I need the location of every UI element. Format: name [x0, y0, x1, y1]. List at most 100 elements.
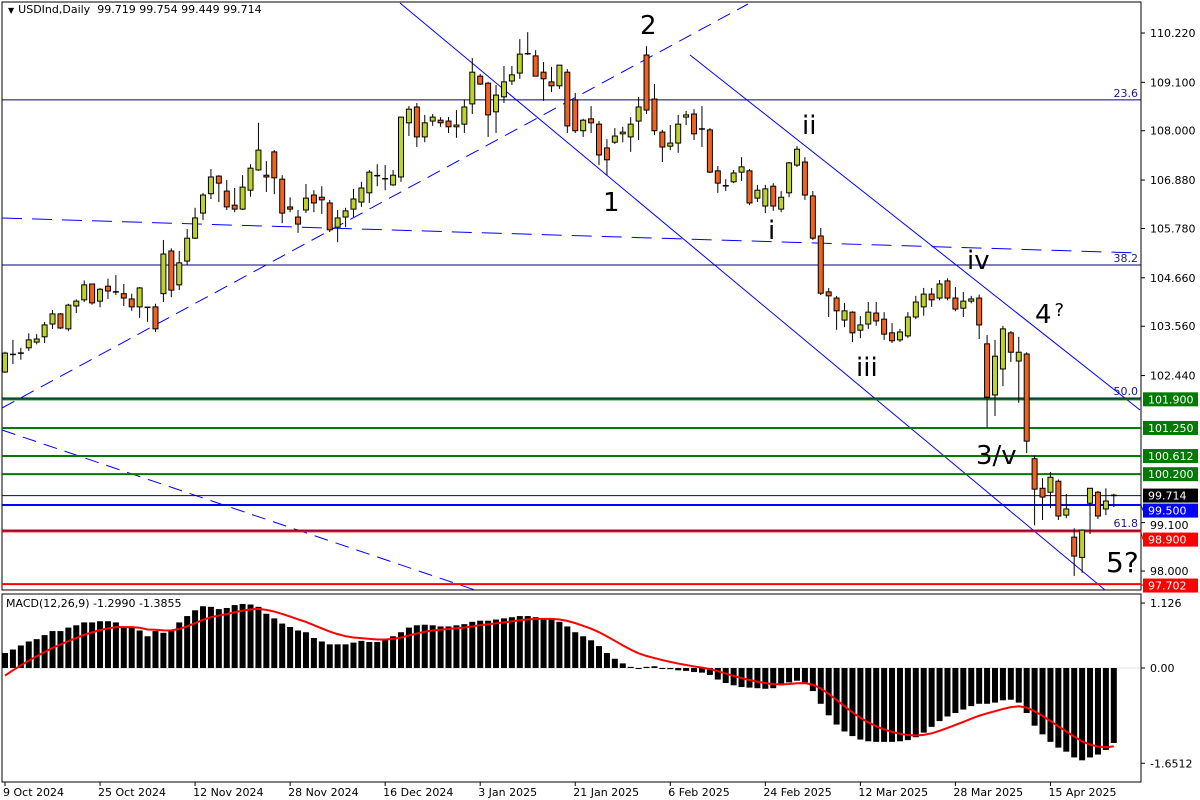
macd-bar [1023, 668, 1030, 714]
date-tick-label: 28 Mar 2025 [953, 786, 1023, 799]
macd-bar [176, 622, 183, 668]
candle-up [1015, 351, 1022, 362]
macd-bar [675, 668, 682, 671]
candle-up [635, 106, 642, 122]
macd-bar [1063, 668, 1070, 752]
candle-up [627, 123, 634, 138]
price-tag-bg-97.702 [1143, 578, 1198, 593]
macd-bar [596, 646, 602, 668]
ohlc-readout: 99.719 99.754 99.449 99.714 [97, 3, 262, 16]
candle-up [841, 310, 848, 321]
candle-up [904, 316, 911, 337]
macd-bar [104, 621, 111, 668]
descending-dashed-trendline[interactable] [1, 429, 476, 591]
candle-up [184, 237, 191, 262]
candle-down [1007, 332, 1014, 353]
price-axis: 110.220 109.100 108.000 106.880 105.780 104.6… [1141, 27, 1196, 770]
neckline-dashed-trendline[interactable] [1, 217, 1141, 254]
candle-down [263, 174, 270, 178]
macd-bar [865, 668, 872, 742]
macd-bar [358, 640, 365, 668]
candle-down [809, 195, 816, 239]
candle-up [500, 81, 507, 98]
ascending-dashed-trendline[interactable] [1, 3, 749, 409]
macd-bar [17, 645, 24, 668]
macd-bar [33, 639, 40, 668]
candle-up [968, 298, 975, 302]
macd-bar [271, 618, 278, 668]
wave-4-number: 4 [1035, 300, 1052, 330]
macd-bar [572, 632, 579, 668]
wave-label-4: 4? [1035, 300, 1065, 330]
wave-4-question: ? [1054, 300, 1065, 321]
macd-bar [89, 622, 96, 668]
macd-bar [611, 658, 618, 668]
macd-bar [144, 636, 151, 668]
macd-bar [493, 619, 500, 668]
candle-up [896, 331, 903, 341]
candle-up [936, 283, 943, 299]
macd-bar [500, 618, 507, 668]
price-tick-label: 104.660 [1150, 272, 1196, 285]
candle-down [231, 204, 238, 210]
price-tick-label: 106.880 [1150, 174, 1196, 187]
macd-signal-line [4, 607, 1114, 749]
candle-up [176, 262, 183, 286]
candle-down [944, 280, 951, 299]
macd-bar [508, 617, 515, 668]
macd-bar [302, 632, 309, 668]
macd-bar [801, 668, 808, 683]
candle-up [730, 172, 737, 183]
macd-bar [1071, 668, 1078, 758]
candle-up [2, 352, 8, 373]
macd-bar [295, 630, 302, 668]
date-tick-label: 6 Feb 2025 [668, 786, 729, 799]
price-tag-bg-101.900 [1143, 392, 1198, 407]
macd-bar [849, 668, 856, 737]
candle-up [453, 124, 460, 128]
date-tick-label: 9 Oct 2024 [3, 786, 64, 799]
macd-bar [667, 668, 674, 670]
candle-down [223, 190, 230, 208]
candle-up [255, 149, 262, 171]
date-tick-label: 24 Feb 2025 [763, 786, 831, 799]
candle-up [429, 116, 436, 122]
macd-bar [207, 606, 214, 668]
macd-bar [825, 668, 832, 716]
candle-up [778, 196, 785, 210]
candle-up [81, 284, 88, 301]
wave-label-2: 2 [640, 11, 657, 41]
price-tags: 101.900 101.250 100.612 100.200 99.714 99.500… [1140, 392, 1198, 593]
candle-down [279, 178, 286, 214]
channel-upper-line[interactable] [689, 54, 1141, 411]
candle-down [572, 99, 579, 132]
candle-up [493, 94, 500, 113]
macd-bar [540, 618, 547, 668]
macd-bar [889, 668, 896, 742]
candle-up [358, 187, 365, 203]
candle-down [437, 119, 444, 124]
candle-up [794, 148, 800, 166]
candle-up [398, 116, 404, 178]
macd-bar [453, 625, 460, 668]
macd-tick-label: 0.00 [1150, 662, 1175, 675]
candle-down [413, 106, 420, 138]
horizontal-levels [2, 398, 1141, 586]
candle-up [302, 197, 309, 211]
macd-label: MACD(12,26,9) [6, 597, 90, 610]
macd-bar [778, 668, 785, 686]
macd-tick-label: -1.6512 [1150, 757, 1192, 770]
price-tag-connector-99.500 [1140, 504, 1144, 511]
price-tag-101.900: 101.900 [1148, 393, 1194, 406]
price-tag-100.612: 100.612 [1148, 450, 1194, 463]
candle-up [865, 311, 872, 325]
macd-bar [762, 668, 769, 689]
candle-down [825, 291, 832, 297]
macd-bar [192, 610, 199, 668]
channel-lower-line[interactable] [399, 2, 1106, 591]
candle-down [984, 343, 991, 398]
candle-down [770, 185, 777, 207]
collapse-triangle-icon[interactable]: ▼ [8, 6, 15, 15]
candle-up [25, 339, 32, 349]
candle-up [342, 210, 349, 218]
